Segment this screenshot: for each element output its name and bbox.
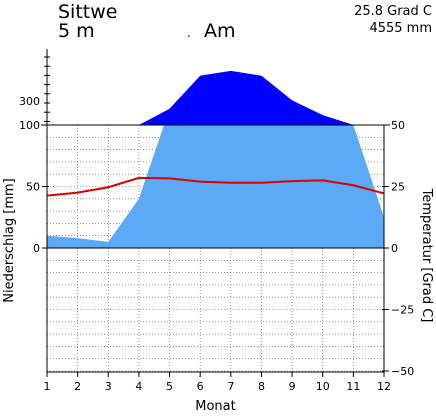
x-tick-label: 5 bbox=[166, 380, 173, 393]
x-tick-label: 7 bbox=[227, 380, 234, 393]
left-tick-label: 300 bbox=[19, 95, 40, 108]
chart-axes bbox=[42, 49, 389, 377]
x-tick-label: 2 bbox=[74, 380, 81, 393]
x-tick-label: 12 bbox=[377, 380, 391, 393]
x-tick-label: 4 bbox=[135, 380, 142, 393]
annual-precipitation: 4555 mm bbox=[369, 21, 432, 36]
x-tick-label: 6 bbox=[197, 380, 204, 393]
x-axis-label: Monat bbox=[195, 399, 235, 414]
right-tick-label: −50 bbox=[391, 365, 414, 378]
y-axis-label-right: Temperatur [Grad C] bbox=[419, 188, 434, 323]
left-tick-label: 100 bbox=[19, 119, 40, 132]
x-tick-label: 3 bbox=[105, 380, 112, 393]
right-tick-label: 0 bbox=[391, 242, 398, 255]
precipitation-area bbox=[47, 70, 384, 248]
right-tick-label: 25 bbox=[391, 181, 405, 194]
x-tick-label: 11 bbox=[346, 380, 360, 393]
right-tick-label: −25 bbox=[391, 304, 414, 317]
x-tick-label: 1 bbox=[44, 380, 51, 393]
x-tick-label: 10 bbox=[316, 380, 330, 393]
x-tick-label: 9 bbox=[289, 380, 296, 393]
right-tick-label: 50 bbox=[391, 119, 405, 132]
y-axis-label-left: Niederschlag [mm] bbox=[2, 178, 17, 303]
left-tick-label: 0 bbox=[33, 242, 40, 255]
station-elevation: 5 m bbox=[58, 20, 95, 42]
x-tick-label: 8 bbox=[258, 380, 265, 393]
left-tick-label: 50 bbox=[26, 181, 40, 194]
station-name: Sittwe bbox=[58, 1, 118, 23]
temperature-line bbox=[46, 176, 385, 197]
precipitation-humid-fill bbox=[47, 70, 384, 125]
header-dot: . bbox=[187, 26, 191, 40]
climate-classification: Am bbox=[204, 20, 236, 42]
mean-annual-temperature: 25.8 Grad C bbox=[354, 4, 432, 19]
